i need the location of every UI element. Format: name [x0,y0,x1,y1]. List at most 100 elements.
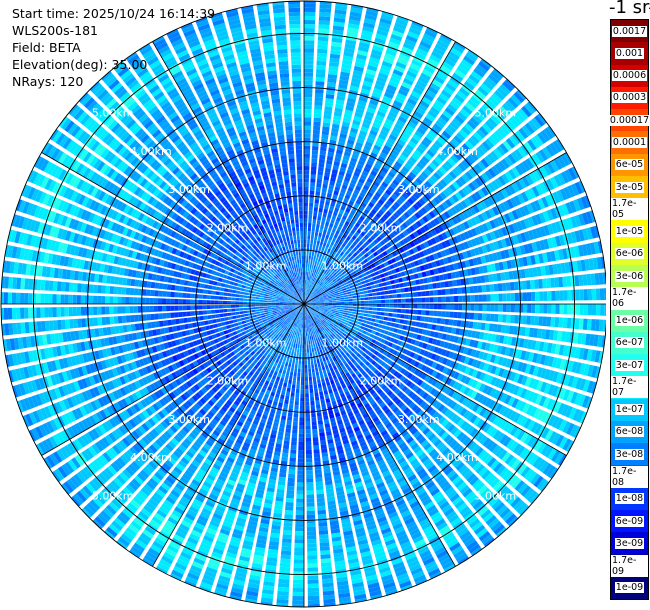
beta-cell [310,170,317,175]
beta-cell [311,368,315,373]
beta-cell [312,260,315,265]
beta-cell [518,127,529,139]
beta-cell [322,250,327,256]
beta-cell [450,206,458,215]
beta-cell [480,58,492,69]
beta-cell [415,279,420,285]
beta-cell [350,81,360,88]
beta-cell [481,211,489,221]
beta-cell [312,433,318,438]
beta-cell [591,288,597,301]
beta-cell [304,15,316,21]
beta-cell [323,287,328,291]
beta-cell [395,209,403,216]
beta-cell [388,290,393,294]
beta-cell [391,269,397,274]
beta-cell [363,18,376,25]
beta-cell [501,173,510,184]
beta-cell [523,218,531,229]
beta-cell [298,364,301,369]
beta-cell [366,320,371,325]
beta-cell [570,183,580,196]
beta-cell [325,200,330,206]
beta-cell [451,216,459,225]
beta-cell [415,189,424,197]
beta-cell [307,543,317,548]
beta-cell [449,304,455,310]
beta-cell [482,294,487,302]
beta-cell [305,275,307,280]
beta-cell [318,207,324,213]
beta-cell [354,286,359,290]
beta-cell [516,233,523,244]
beta-cell [378,269,384,274]
beta-cell [472,114,483,124]
beta-cell [379,103,389,111]
beta-cell [336,300,341,302]
beta-cell [348,135,356,142]
beta-cell [399,154,408,162]
beta-cell [344,250,350,256]
beta-cell [310,182,316,187]
beta-cell [312,355,316,360]
beta-cell [364,14,377,21]
beta-cell [380,216,387,223]
beta-cell [304,137,311,142]
beta-cell [392,313,397,318]
beta-cell [383,144,392,152]
beta-cell [358,274,363,279]
beta-cell [370,125,380,133]
beta-cell [466,154,476,164]
beta-cell [406,70,418,79]
beta-cell [309,384,313,390]
beta-cell [318,20,330,26]
beta-cell [348,213,354,220]
beta-cell [314,105,323,111]
beta-cell [396,15,409,23]
beta-cell [390,257,397,264]
beta-cell [290,445,297,450]
beta-cell [351,278,356,282]
beta-cell [391,222,398,229]
beta-cell [316,291,321,295]
beta-cell [279,423,285,429]
beta-cell [394,267,401,273]
beta-cell [306,490,314,495]
beta-cell [412,267,418,274]
beta-cell [317,285,321,290]
beta-cell [321,378,326,384]
beta-cell [386,321,392,326]
beta-cell [304,72,314,77]
beta-cell [352,119,361,126]
beta-cell [390,279,396,285]
beta-cell [377,25,390,33]
beta-cell [354,231,360,238]
beta-cell [452,43,465,54]
beta-cell [347,247,353,253]
beta-cell [382,250,388,257]
beta-cell [535,184,544,196]
beta-cell [477,213,485,223]
beta-cell [391,317,397,323]
beta-cell [421,96,432,105]
beta-cell [306,474,314,479]
beta-cell [285,349,289,355]
beta-cell [421,183,430,192]
beta-cell [300,336,303,341]
beta-cell [437,153,446,162]
beta-cell [332,251,337,256]
beta-cell [318,428,325,433]
beta-cell [399,319,405,324]
beta-cell [309,267,312,273]
beta-cell [320,374,324,380]
beta-cell [350,127,359,134]
beta-cell [344,301,349,304]
beta-cell [310,280,313,285]
beta-cell [330,232,335,237]
beta-cell [341,277,346,282]
beta-cell [493,111,504,123]
beta-cell [322,242,327,247]
beta-cell [375,33,388,41]
beta-cell [481,223,489,232]
